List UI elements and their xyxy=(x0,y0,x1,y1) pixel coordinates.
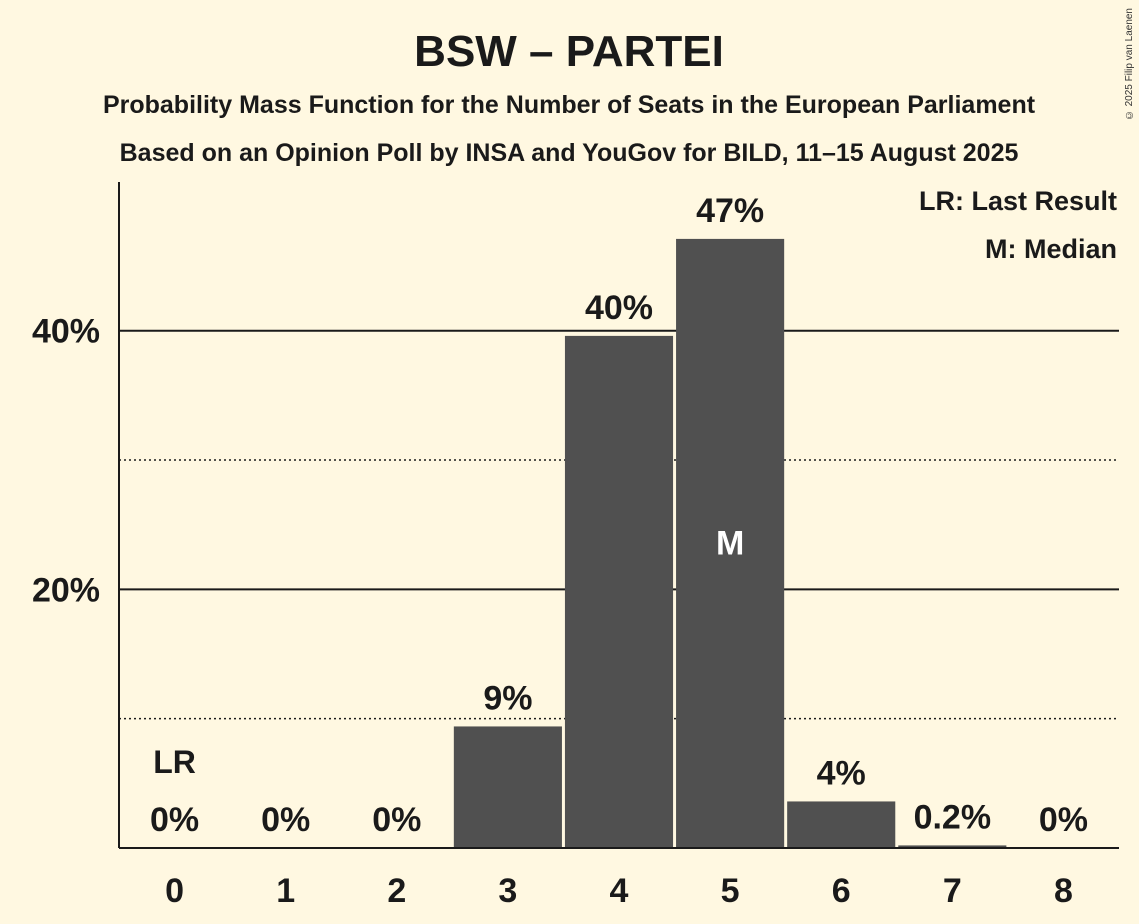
x-tick-label-1: 1 xyxy=(276,872,295,910)
data-label-5: 47% xyxy=(696,192,764,230)
chart-subtitle-2: Based on an Opinion Poll by INSA and You… xyxy=(120,139,1019,167)
x-tick-label-0: 0 xyxy=(165,872,184,910)
y-tick-label-40: 40% xyxy=(32,313,100,351)
data-label-2: 0% xyxy=(372,801,421,839)
bars xyxy=(453,238,1007,849)
data-label-6: 4% xyxy=(817,754,866,792)
data-labels: 0% 0% 0% 9% 40% 47% 4% 0.2% 0% LR M xyxy=(150,192,1088,839)
data-label-1: 0% xyxy=(261,801,310,839)
bar-5 xyxy=(676,238,785,848)
x-tick-label-4: 4 xyxy=(610,872,629,910)
last-result-marker: LR xyxy=(153,744,196,780)
data-label-8: 0% xyxy=(1039,801,1088,839)
bar-3 xyxy=(453,726,562,848)
legend-last-result: LR: Last Result xyxy=(919,186,1117,216)
x-tick-label-6: 6 xyxy=(832,872,851,910)
data-label-3: 9% xyxy=(483,679,532,717)
median-marker: M xyxy=(716,524,744,562)
chart-subtitle-1: Probability Mass Function for the Number… xyxy=(103,91,1036,119)
data-label-0: 0% xyxy=(150,801,199,839)
x-tick-labels: 0 1 2 3 4 5 6 7 8 xyxy=(165,872,1073,910)
legend-median: M: Median xyxy=(985,234,1117,264)
x-tick-label-2: 2 xyxy=(387,872,406,910)
bar-6 xyxy=(787,801,896,848)
chart-title: BSW – PARTEI xyxy=(414,27,724,76)
data-label-7: 0.2% xyxy=(914,798,992,836)
bar-4 xyxy=(564,335,674,849)
x-tick-label-3: 3 xyxy=(498,872,517,910)
x-tick-label-8: 8 xyxy=(1054,872,1073,910)
x-tick-label-7: 7 xyxy=(943,872,962,910)
x-tick-label-5: 5 xyxy=(721,872,740,910)
copyright-notice: © 2025 Filip van Laenen xyxy=(1124,8,1135,121)
bar-7 xyxy=(898,845,1007,848)
data-label-4: 40% xyxy=(585,289,653,327)
y-tick-labels: 20% 40% xyxy=(32,313,100,610)
y-tick-label-20: 20% xyxy=(32,571,100,609)
